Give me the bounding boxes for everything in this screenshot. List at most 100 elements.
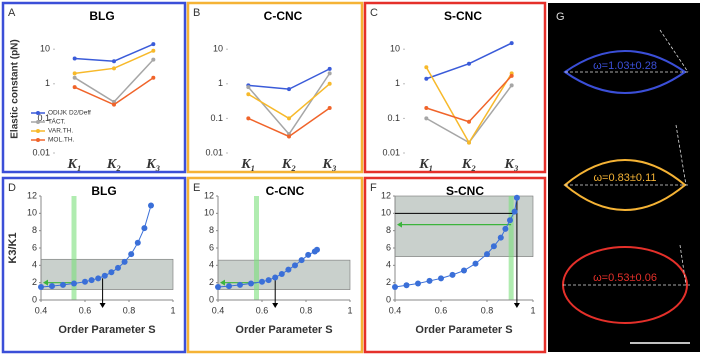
panel-label: A: [8, 7, 16, 19]
point: [259, 278, 265, 285]
point: [392, 284, 398, 290]
point: [513, 194, 520, 201]
point: [424, 116, 429, 121]
point: [72, 85, 77, 90]
legend-swatch: [36, 138, 40, 142]
point: [278, 271, 285, 277]
chart-title: C-CNC: [266, 184, 305, 198]
black-arrowhead: [99, 303, 106, 308]
legend-label: VAR.TH.: [48, 128, 73, 135]
point: [49, 283, 55, 290]
green-arrowhead: [220, 279, 225, 286]
annotation: ω=0.53±0.06: [593, 272, 657, 284]
legend-swatch: [36, 120, 40, 124]
annotation: ω=0.83±0.11: [593, 172, 656, 184]
y-tick-label: 0: [32, 294, 37, 304]
y-tick-label: 0: [386, 294, 391, 304]
x-tick-label: 0.8: [481, 305, 494, 315]
panel-label: B: [193, 7, 200, 19]
point: [72, 75, 77, 80]
x-tick-label: K₁: [418, 157, 433, 172]
green-arrowhead: [397, 221, 402, 228]
x-tick-label: 1: [347, 305, 352, 315]
y-tick-label: 0.1: [387, 113, 400, 123]
y-tick-label: 4: [209, 260, 214, 270]
y-tick-label: 12: [204, 190, 214, 200]
point: [151, 57, 156, 62]
x-tick-label: K₁: [240, 157, 255, 172]
point: [112, 99, 116, 104]
x-tick-label: K₃: [145, 157, 160, 172]
series-line: [74, 43, 154, 62]
point: [246, 92, 251, 97]
x-tick-label: K₂: [461, 157, 476, 172]
point: [237, 281, 243, 288]
point: [461, 267, 467, 274]
highlight-band: [508, 196, 514, 300]
y-tick-label: 1: [395, 78, 400, 88]
point: [272, 274, 279, 281]
y-tick-label: 4: [32, 260, 37, 270]
y-tick-label: 6: [209, 242, 214, 252]
chart-title: S-CNC: [444, 9, 482, 23]
y-tick-label: 6: [32, 242, 37, 252]
y-tick-label: 10: [204, 208, 214, 218]
x-tick-label: K₂: [106, 157, 121, 172]
series-line: [248, 68, 331, 90]
point: [497, 234, 504, 241]
y-tick-label: 4: [386, 260, 391, 270]
point: [502, 225, 509, 232]
chart-title: S-CNC: [446, 184, 484, 198]
x-tick-label: 1: [170, 305, 175, 315]
panel-label: C: [370, 7, 378, 19]
highlight-band: [254, 196, 259, 300]
y-tick-label: 2: [32, 277, 37, 287]
panel-border: [1, 1, 187, 174]
point: [246, 116, 251, 121]
point: [424, 105, 429, 110]
legend-label: ODIJK D2/Deff: [48, 110, 91, 117]
point: [82, 278, 88, 285]
point: [507, 217, 513, 224]
x-axis-label: Order Parameter S: [235, 324, 332, 336]
point: [511, 208, 518, 215]
y-tick-label: 10: [213, 44, 223, 54]
highlight-band: [71, 196, 77, 300]
legend-swatch: [36, 111, 40, 115]
point: [121, 258, 128, 265]
x-tick-label: K₃: [504, 157, 519, 172]
y-tick-label: 0.1: [37, 113, 50, 123]
legend-label: MOL.TH.: [48, 137, 75, 144]
point: [298, 257, 305, 264]
x-axis-label: Order Parameter S: [58, 324, 155, 336]
series-line: [247, 72, 331, 136]
point: [72, 56, 77, 61]
y-tick-label: 1: [45, 78, 50, 88]
point: [265, 277, 272, 284]
y-tick-label: 0.01: [32, 147, 50, 157]
point: [403, 282, 410, 289]
point: [115, 264, 121, 271]
chart-title: BLG: [91, 184, 116, 198]
y-tick-label: 10: [390, 44, 400, 54]
point: [101, 272, 108, 279]
point: [38, 284, 44, 290]
point: [327, 81, 332, 86]
panel-border: [186, 176, 364, 354]
point: [112, 59, 116, 64]
point: [71, 280, 77, 287]
x-tick-label: 0.8: [123, 305, 136, 315]
x-tick-label: K₁: [67, 157, 82, 172]
y-axis-label: Elastic constant (pN): [10, 39, 21, 138]
point: [88, 277, 95, 284]
point: [467, 140, 471, 145]
point: [226, 283, 232, 290]
series-line: [426, 42, 512, 80]
point: [151, 48, 156, 53]
point: [415, 280, 421, 287]
point: [424, 76, 429, 81]
point: [287, 116, 291, 121]
y-tick-label: 12: [381, 190, 391, 200]
point: [424, 65, 429, 70]
